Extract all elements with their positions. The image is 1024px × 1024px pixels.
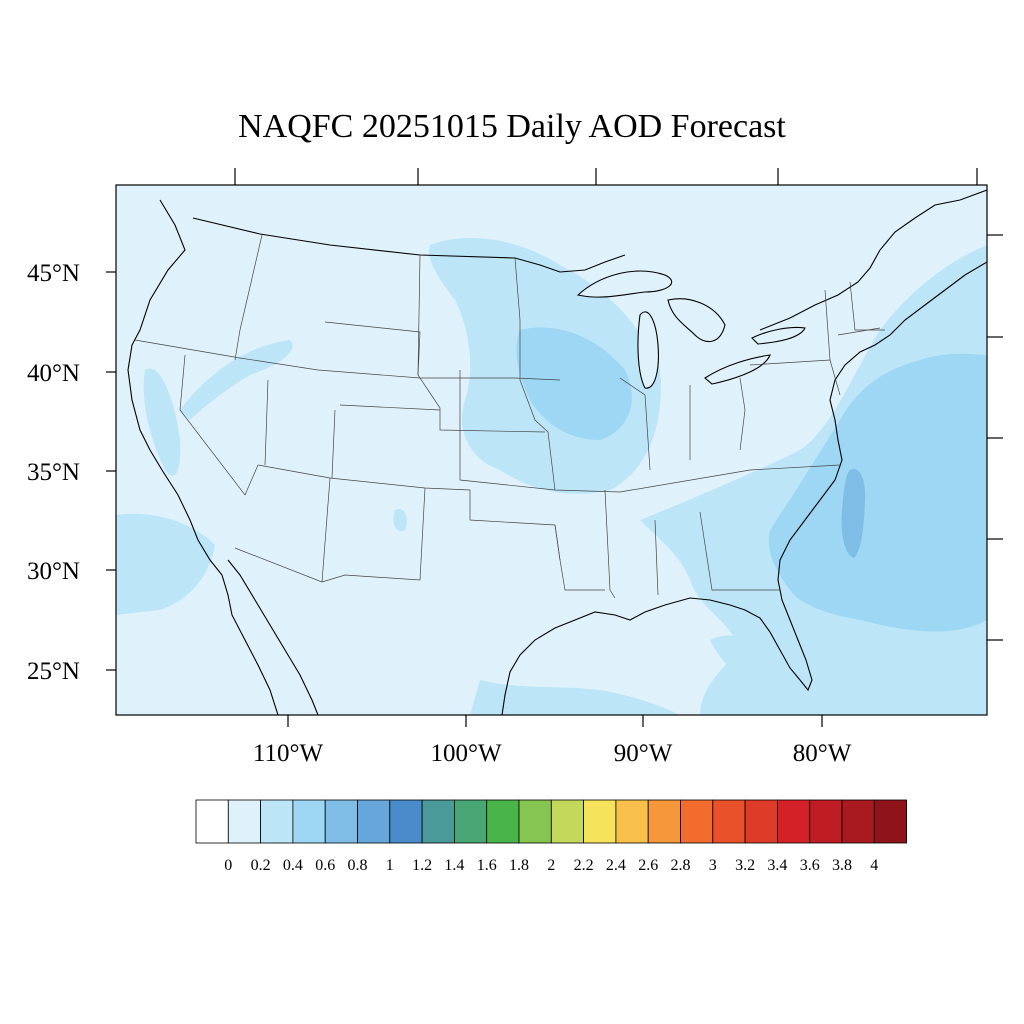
colorbar-box xyxy=(873,799,907,844)
state-borders xyxy=(134,234,885,599)
lat-label: 30°N xyxy=(27,558,80,585)
colorbar-box xyxy=(712,799,746,844)
colorbar-label: 1 xyxy=(386,857,394,874)
colorbar-box xyxy=(421,799,455,844)
colorbar-box xyxy=(809,799,843,844)
lat-label: 25°N xyxy=(27,658,80,685)
colorbar-label: 4 xyxy=(870,857,878,874)
colorbar-label: 1.2 xyxy=(412,857,432,874)
colorbar-box xyxy=(292,799,326,844)
colorbar-label: 1.4 xyxy=(444,857,464,874)
colorbar-label: 2.8 xyxy=(671,857,691,874)
latitude-labels: 45°N 40°N 35°N 30°N 25°N xyxy=(27,260,80,685)
colorbar-label: 1.8 xyxy=(509,857,529,874)
colorbar-label: 2.4 xyxy=(606,857,626,874)
colorbar-label: 3.4 xyxy=(767,857,787,874)
colorbar-label: 3 xyxy=(709,857,717,874)
colorbar-label: 0.2 xyxy=(251,857,271,874)
colorbar-label: 3.8 xyxy=(832,857,852,874)
colorbar-box xyxy=(227,799,262,844)
colorbar-label: 0.6 xyxy=(315,857,335,874)
colorbar-label: 1.6 xyxy=(477,857,497,874)
colorbar-box xyxy=(518,799,552,844)
lon-label: 80°W xyxy=(793,740,852,767)
lon-label: 110°W xyxy=(253,740,324,767)
colorbar-label: 0.8 xyxy=(348,857,368,874)
colorbar-box xyxy=(550,799,584,844)
colorbar-box xyxy=(583,799,617,844)
colorbar-box xyxy=(260,799,294,844)
lat-label: 45°N xyxy=(27,260,80,287)
colorbar-box xyxy=(389,799,423,844)
colorbar-box xyxy=(615,799,649,844)
colorbar-label: 2.2 xyxy=(574,857,594,874)
colorbar: 0 0.2 0.4 0.6 0.8 1 1.2 1.4 1.6 1.8 2 2.2 2.4 2.6 2.8 3… xyxy=(195,799,907,874)
coastlines xyxy=(127,189,987,715)
colorbar-box xyxy=(195,799,229,844)
map-panel xyxy=(116,185,987,715)
great-lakes xyxy=(576,270,806,389)
colorbar-box xyxy=(841,799,875,844)
colorbar-label: 2 xyxy=(547,857,555,874)
colorbar-label: 0 xyxy=(224,857,232,874)
map-title: NAQFC 20251015 Daily AOD Forecast xyxy=(238,108,786,145)
colorbar-label: 0.4 xyxy=(283,857,303,874)
colorbar-box xyxy=(647,799,681,844)
colorbar-box xyxy=(357,799,391,844)
lon-label: 90°W xyxy=(614,740,673,767)
aod-band-0-6 xyxy=(516,327,987,632)
aod-band-0-8 xyxy=(841,469,866,558)
lat-label: 35°N xyxy=(27,459,80,486)
colorbar-box xyxy=(486,799,520,844)
longitude-labels: 110°W 100°W 90°W 80°W xyxy=(253,740,852,767)
lon-label: 100°W xyxy=(430,740,501,767)
map-ticks xyxy=(106,168,1003,727)
colorbar-label: 3.2 xyxy=(735,857,755,874)
map-frame xyxy=(115,184,988,716)
colorbar-box xyxy=(680,799,714,844)
colorbar-box xyxy=(324,799,358,844)
colorbar-box xyxy=(744,799,778,844)
colorbar-label: 3.6 xyxy=(800,857,820,874)
colorbar-box xyxy=(777,799,811,844)
colorbar-label: 2.6 xyxy=(638,857,658,874)
colorbar-box xyxy=(453,799,488,844)
lat-label: 40°N xyxy=(27,360,80,387)
